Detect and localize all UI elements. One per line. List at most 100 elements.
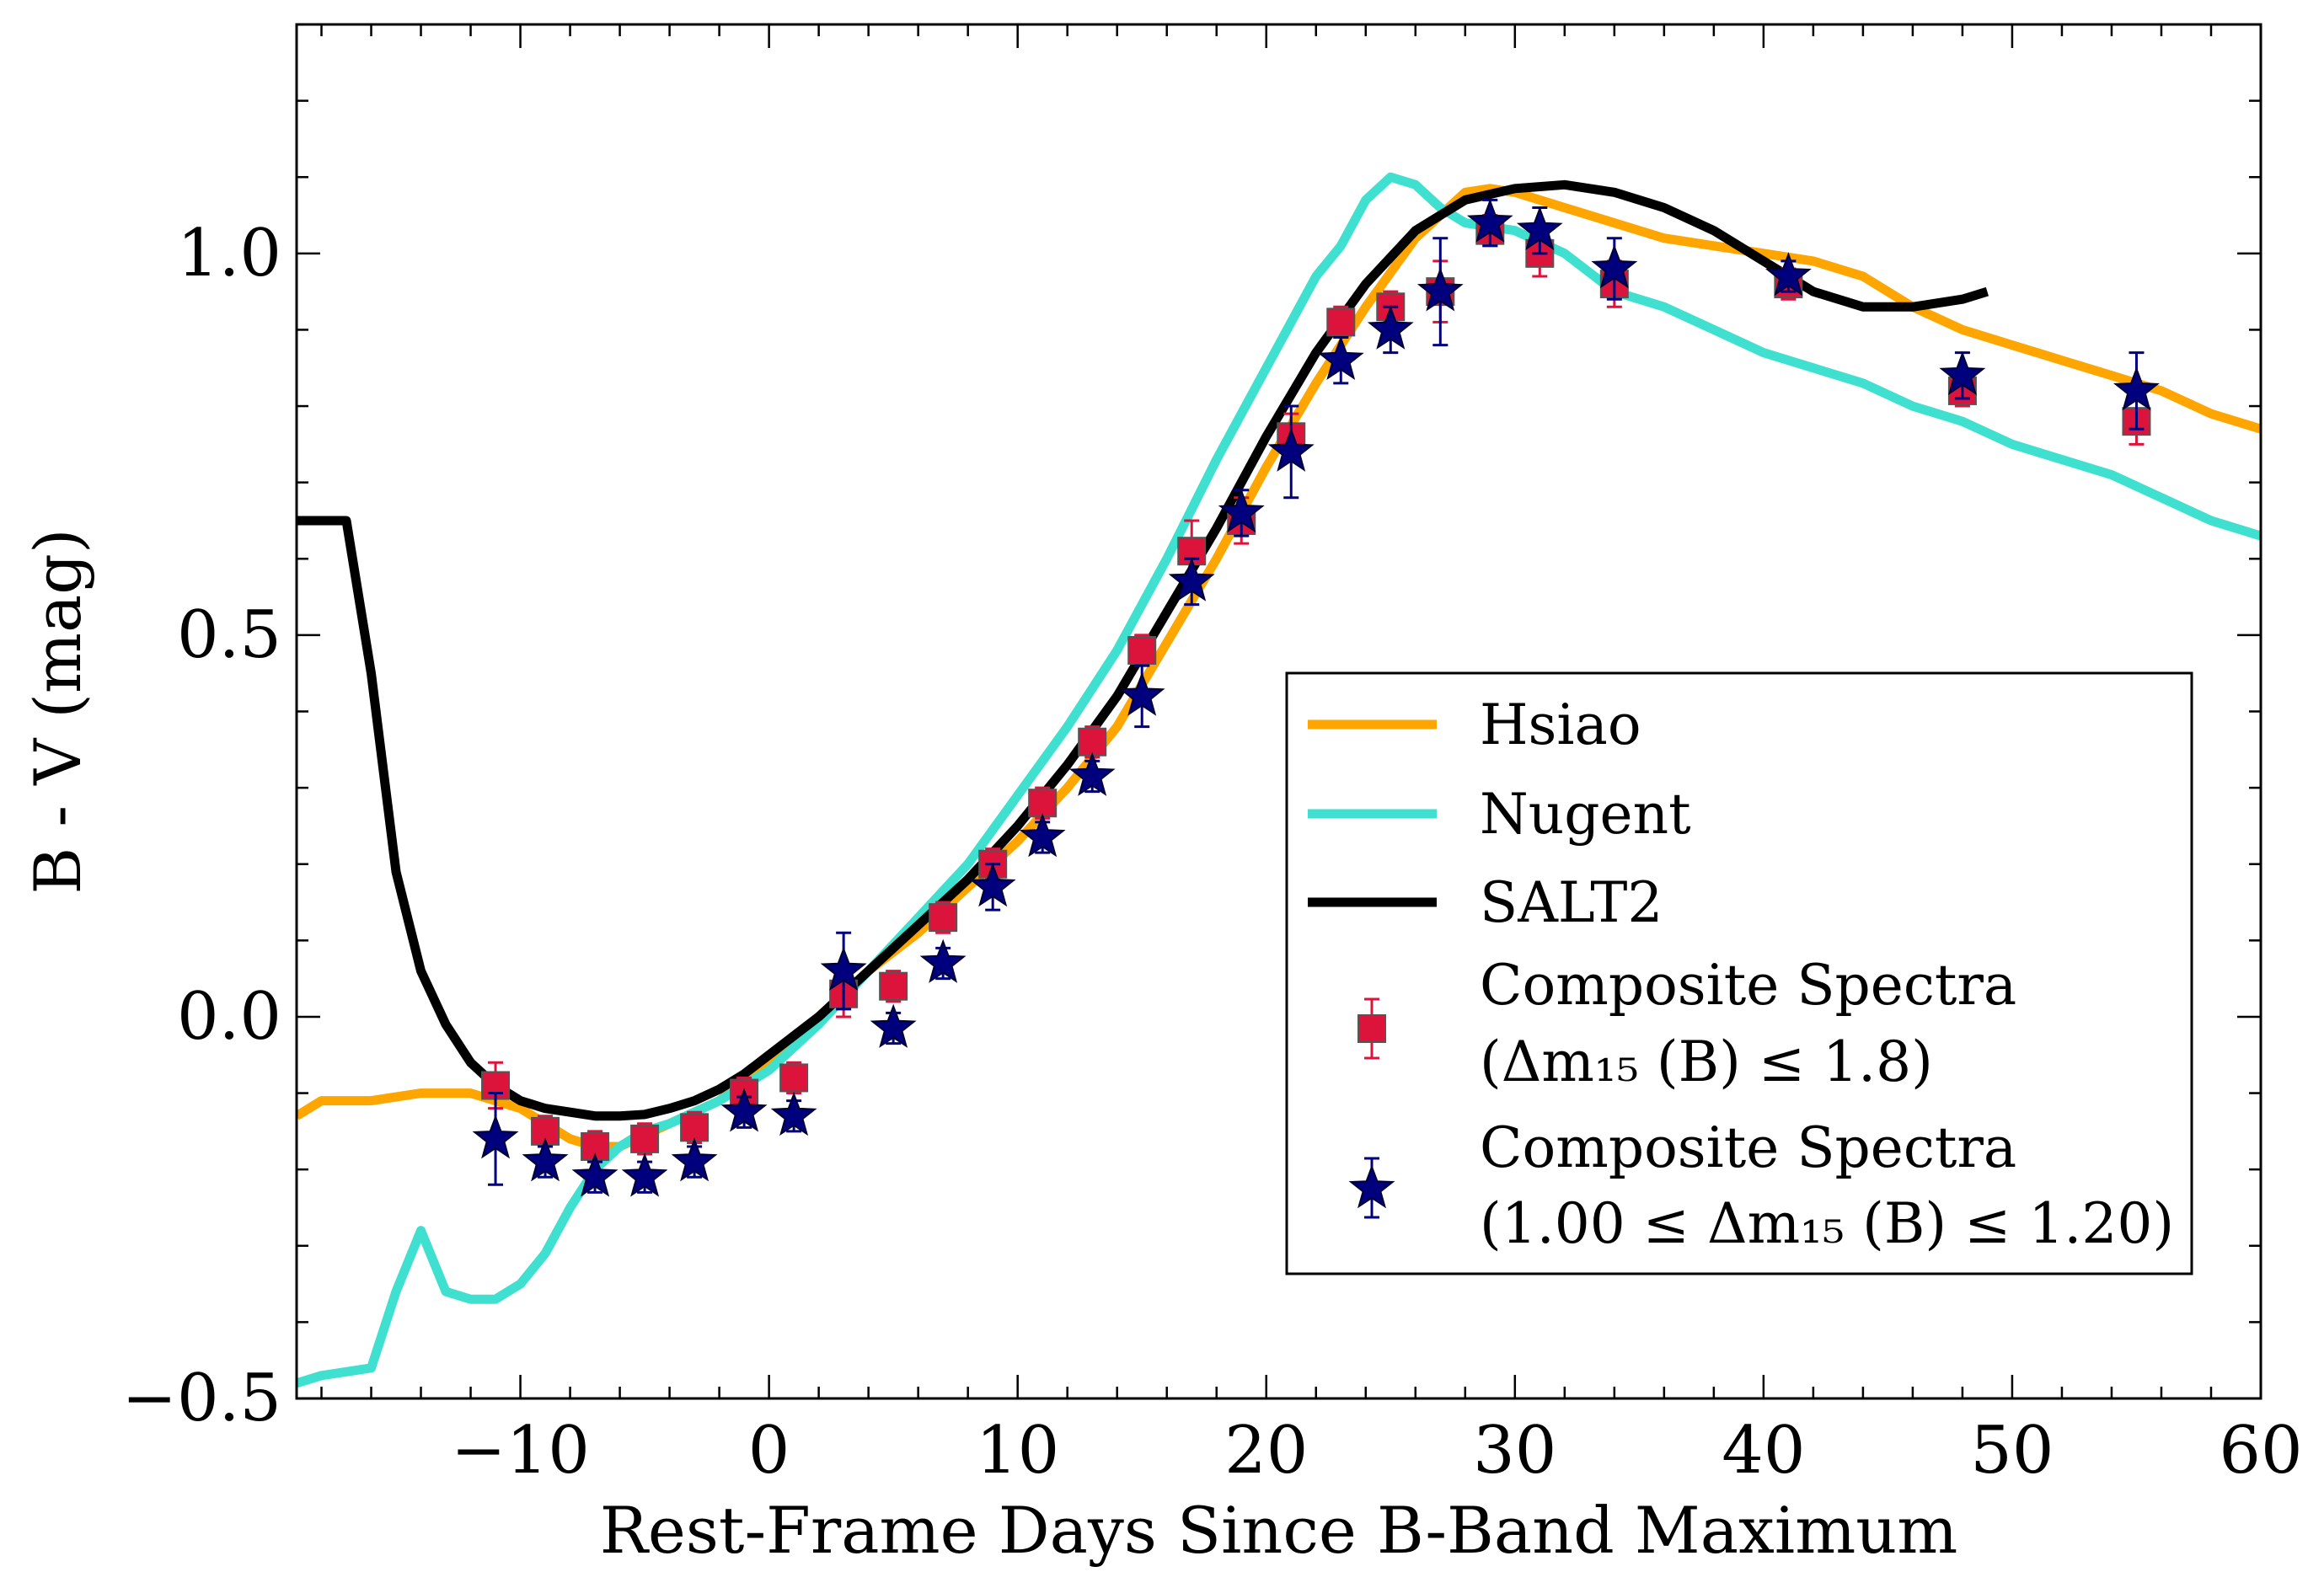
square-point-6-marker [779,1063,809,1093]
star-point-20-marker [1466,198,1513,243]
legend-label-salt2: SALT2 [1480,870,1663,935]
star-point-25 [2112,351,2160,430]
legend-label-composite-1-line1: Composite Spectra [1480,953,2016,1018]
star-point-18 [1367,305,1414,355]
star-point-14-marker [1168,557,1215,602]
star-point-7 [820,931,867,1011]
x-tick-label: 30 [1473,1413,1556,1489]
star-point-1-marker [522,1137,569,1182]
star-point-22 [1591,237,1638,301]
star-point-12-marker [1068,751,1116,796]
star-point-19-marker [1416,267,1464,312]
x-tick-label: 20 [1224,1413,1308,1489]
square-point-9-marker [929,903,958,933]
square-point-8-marker [879,971,908,1001]
star-point-11-marker [1019,813,1066,858]
star-point-6 [770,1091,817,1136]
y-tick-label: −0.5 [122,1361,281,1436]
star-point-16 [1267,404,1315,500]
star-point-5-marker [720,1088,768,1132]
star-point-9 [919,938,967,983]
star-point-0 [472,1092,519,1186]
star-point-15 [1218,489,1265,537]
star-point-12 [1068,751,1116,796]
star-point-8 [870,1003,917,1048]
tick-marks [297,23,2262,1400]
star-point-10 [969,863,1016,912]
star-point-22-marker [1591,244,1638,289]
star-point-19 [1416,237,1464,347]
star-point-3-marker [621,1152,668,1197]
tick-labels: −10 0 10 20 30 40 50 60 −0.5 0.0 0.5 1.0 [122,216,2303,1489]
star-point-5 [720,1088,768,1132]
square-point-3-marker [630,1124,660,1153]
star-point-17-marker [1317,335,1364,381]
star-point-23-marker [1764,252,1812,297]
square-point-3 [630,1122,660,1156]
star-point-21 [1516,206,1563,255]
legend-swatch-composite-star [1348,1157,1395,1219]
square-point-6 [779,1061,809,1095]
y-tick-label: 0.0 [177,979,281,1055]
x-tick-label: 10 [976,1413,1059,1489]
star-point-25-marker [2112,366,2160,411]
star-point-20 [1466,198,1513,248]
x-axis-label: Rest-Frame Days Since B-Band Maximum [600,1493,1958,1568]
star-point-24-marker [1939,350,1986,396]
legend-square-marker [1357,1014,1386,1043]
star-point-8-marker [870,1003,917,1048]
square-point-17-marker [1326,307,1356,337]
star-point-23 [1764,252,1812,297]
square-point-13 [1127,634,1157,667]
star-point-13-marker [1118,671,1165,716]
legend-label-nugent: Nugent [1480,782,1691,847]
series-line-nugent [297,172,2261,1388]
star-point-13 [1118,664,1165,729]
legend-star-marker [1348,1164,1395,1209]
legend-label-composite-2-line2: (1.00 ≤ Δm₁₅ (B) ≤ 1.20) [1480,1191,2174,1256]
star-point-3 [621,1152,668,1197]
x-tick-label: 50 [1970,1413,2054,1489]
star-point-24 [1939,350,1986,400]
x-tick-label: −10 [451,1413,590,1489]
legend-label-composite-1-line2: (Δm₁₅ (B) ≤ 1.8) [1480,1029,1933,1094]
legend-swatch-composite-square [1357,997,1386,1060]
x-tick-label: 40 [1722,1413,1805,1489]
star-point-15-marker [1218,489,1265,533]
legend: Hsiao Nugent SALT2 Composite Spectra (Δm… [1285,671,2193,1275]
star-point-6-marker [770,1091,817,1136]
series-markers [472,198,2160,1197]
star-point-18-marker [1367,305,1414,350]
star-point-4-marker [671,1137,718,1182]
star-point-11 [1019,813,1066,858]
square-point-8 [879,970,908,1003]
square-point-13-marker [1127,636,1157,666]
square-point-4-marker [680,1113,710,1142]
star-point-2-marker [571,1152,618,1197]
y-tick-label: 0.5 [177,597,281,673]
star-point-1 [522,1137,569,1182]
x-tick-label: 60 [2219,1413,2302,1489]
star-point-4 [671,1137,718,1182]
star-point-16-marker [1267,427,1315,472]
square-point-11-marker [1028,789,1058,818]
legend-box [1285,671,2193,1275]
star-point-7-marker [820,946,867,991]
legend-label-composite-2-line1: Composite Spectra [1480,1115,2016,1180]
square-point-9 [929,901,958,934]
star-point-2 [571,1152,618,1197]
star-point-0-marker [472,1115,519,1159]
square-point-14 [1177,519,1207,583]
star-point-21-marker [1516,206,1563,251]
x-tick-label: 0 [748,1413,790,1489]
square-point-17 [1326,305,1356,340]
y-axis-label: B - V (mag) [20,528,95,894]
square-point-12-marker [1078,727,1107,757]
star-point-9-marker [919,938,967,983]
star-point-17 [1317,335,1364,385]
legend-label-hsiao: Hsiao [1480,692,1641,757]
star-point-14 [1168,557,1215,607]
star-point-10-marker [969,863,1016,907]
